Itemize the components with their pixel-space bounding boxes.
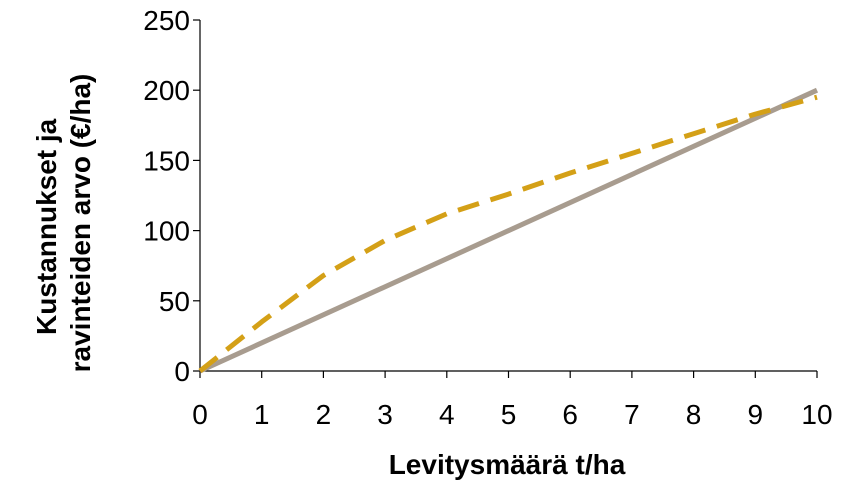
y-axis-title-line-2: ravinteiden arvo (€/ha) (65, 74, 96, 373)
x-tick-label: 4 (439, 399, 455, 430)
y-tick-label: 250 (143, 5, 190, 36)
series-line-2 (198, 94, 818, 373)
x-tick-label: 5 (501, 399, 517, 430)
x-tick-label: 0 (192, 399, 208, 430)
y-tick-label: 100 (143, 216, 190, 247)
x-tick-label: 7 (624, 399, 640, 430)
x-tick-label: 10 (801, 399, 832, 430)
series-line-1 (198, 87, 819, 374)
x-tick-label: 8 (686, 399, 702, 430)
axes (193, 19, 818, 378)
x-tick-label: 3 (377, 399, 393, 430)
y-tick-label: 0 (174, 356, 190, 387)
x-axis-title: Levitysmäärä t/ha (389, 449, 626, 480)
y-tick-label: 200 (143, 75, 190, 106)
y-axis-title: Kustannukset ja ravinteiden arvo (€/ha) (31, 74, 96, 373)
y-tick-label: 150 (143, 145, 190, 176)
x-tick-label: 1 (254, 399, 270, 430)
series-layer (198, 87, 819, 374)
tick-labels: 0 50 100 150 200 250 0 1 2 3 4 5 6 7 8 9 10 (143, 5, 832, 430)
x-tick-label: 2 (316, 399, 332, 430)
y-tick-label: 50 (159, 286, 190, 317)
x-tick-label: 9 (748, 399, 764, 430)
x-tick-label: 6 (562, 399, 578, 430)
y-axis-title-line-1: Kustannukset ja (31, 118, 62, 335)
